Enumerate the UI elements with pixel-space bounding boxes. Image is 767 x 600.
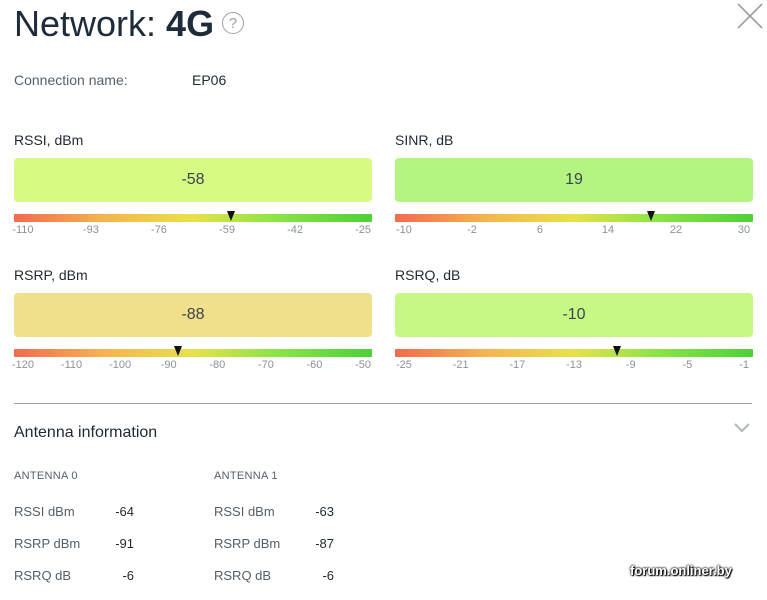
antenna-metric-value: -64 bbox=[115, 504, 134, 519]
connection-name-label: Connection name: bbox=[14, 72, 128, 88]
scale-tick-label: -25 bbox=[355, 224, 371, 236]
scale-tick-label: 30 bbox=[737, 224, 751, 236]
scale-tick-label: -110 bbox=[60, 359, 83, 371]
antenna-row: RSRP dBm -87 bbox=[214, 536, 394, 568]
antenna-row: RSSI dBm -64 bbox=[14, 504, 194, 536]
antenna-metric-value: -87 bbox=[315, 536, 334, 551]
page-title: Network: 4G bbox=[14, 2, 214, 46]
scale-tick-label: -70 bbox=[257, 359, 274, 371]
scale-tick-label: -13 bbox=[566, 359, 582, 371]
chevron-down-icon[interactable] bbox=[733, 420, 751, 434]
scale-tick-label: -42 bbox=[287, 224, 303, 236]
scale-tick-label: -60 bbox=[306, 359, 323, 371]
scale-marker bbox=[174, 346, 183, 356]
scale-marker bbox=[612, 346, 621, 356]
scale-tick-label: 22 bbox=[669, 224, 683, 236]
antenna-row: RSRQ dB -6 bbox=[214, 568, 394, 600]
rssi-metric: RSSI, dBm -58 -110 -93 -76 -59 -42 -25 bbox=[12, 131, 372, 240]
metric-value-box: 19 bbox=[395, 158, 753, 202]
scale-tick-label: -2 bbox=[467, 224, 477, 236]
signal-scale-bar bbox=[14, 211, 372, 222]
scale-tick-label: 14 bbox=[601, 224, 615, 236]
scale-tick-label: -17 bbox=[509, 359, 526, 371]
antenna-0-column: ANTENNA 0 RSSI dBm -64 RSRP dBm -91 RSRQ… bbox=[14, 470, 194, 600]
scale-ticks: -110 -93 -76 -59 -42 -25 bbox=[12, 224, 372, 240]
scale-ticks: -25 -21 -17 -13 -9 -5 -1 bbox=[395, 359, 753, 375]
scale-tick-label: -21 bbox=[452, 359, 469, 371]
antenna-row: RSRP dBm -91 bbox=[14, 536, 194, 568]
scale-tick-label: -93 bbox=[83, 224, 99, 236]
scale-tick-label: -100 bbox=[109, 359, 132, 371]
scale-tick-label: -50 bbox=[355, 359, 371, 371]
scale-marker bbox=[646, 211, 655, 221]
antenna-row: RSRQ dB -6 bbox=[14, 568, 194, 600]
antenna-metric-name: RSSI dBm bbox=[14, 504, 75, 519]
scale-tick-label: -59 bbox=[219, 224, 235, 236]
antenna-metric-name: RSRP dBm bbox=[14, 536, 81, 551]
antenna-title: ANTENNA 1 bbox=[214, 470, 278, 482]
scale-ticks: -120 -110 -100 -90 -80 -70 -60 -50 bbox=[11, 359, 372, 375]
antenna-metric-value: -6 bbox=[322, 568, 334, 583]
metric-value-box: -58 bbox=[14, 158, 372, 202]
signal-scale-bar bbox=[14, 346, 372, 357]
antenna-metric-name: RSRQ dB bbox=[14, 568, 72, 583]
metric-label: RSSI, dBm bbox=[14, 132, 84, 148]
antenna-title: ANTENNA 0 bbox=[14, 470, 78, 482]
scale-tick-label: -5 bbox=[682, 359, 693, 371]
scale-tick-label: -90 bbox=[160, 359, 177, 371]
antenna-metric-name: RSRQ dB bbox=[214, 568, 272, 583]
antenna-metric-value: -6 bbox=[122, 568, 134, 583]
close-icon[interactable] bbox=[737, 3, 763, 29]
scale-tick-label: -9 bbox=[625, 359, 636, 371]
antenna-metric-name: RSSI dBm bbox=[214, 504, 275, 519]
connection-name-value: EP06 bbox=[192, 72, 227, 88]
network-type: 4G bbox=[166, 3, 215, 44]
antenna-metric-value: -91 bbox=[115, 536, 134, 551]
signal-scale-bar bbox=[395, 211, 753, 222]
section-divider bbox=[14, 403, 752, 404]
metric-label: SINR, dB bbox=[395, 132, 454, 148]
metric-value-box: -10 bbox=[395, 293, 753, 337]
antenna-row: RSSI dBm -63 bbox=[214, 504, 394, 536]
antenna-section-heading[interactable]: Antenna information bbox=[14, 424, 158, 441]
scale-tick-label: -76 bbox=[151, 224, 167, 236]
rsrp-metric: RSRP, dBm -88 -120 -110 -100 -90 -80 -70 -60 -5… bbox=[11, 266, 372, 375]
rsrq-metric: RSRQ, dB -10 -25 -21 -17 -13 -9 -5 -1 bbox=[395, 266, 753, 375]
scale-marker bbox=[227, 211, 235, 221]
scale-tick-label: -120 bbox=[11, 359, 34, 371]
watermark: forum.onliner.by bbox=[630, 563, 732, 578]
scale-tick-label: -80 bbox=[209, 359, 226, 371]
title-prefix: Network: bbox=[14, 3, 157, 44]
metric-value-box: -88 bbox=[14, 293, 372, 337]
signal-scale-bar bbox=[395, 346, 753, 357]
scale-tick-label: -10 bbox=[395, 224, 412, 236]
scale-tick-label: -110 bbox=[12, 224, 34, 236]
metric-label: RSRQ, dB bbox=[395, 267, 461, 283]
antenna-metric-value: -63 bbox=[315, 504, 334, 519]
scale-tick-label: -25 bbox=[395, 359, 412, 371]
scale-ticks: -10 -2 6 14 22 30 bbox=[395, 224, 753, 240]
antenna-1-column: ANTENNA 1 RSSI dBm -63 RSRP dBm -87 RSRQ… bbox=[214, 470, 394, 600]
sinr-metric: SINR, dB 19 -10 -2 6 14 22 30 bbox=[395, 131, 753, 240]
antenna-metric-name: RSRP dBm bbox=[214, 536, 281, 551]
question-circle-icon[interactable]: ? bbox=[222, 12, 244, 34]
scale-tick-label: 6 bbox=[536, 224, 544, 236]
scale-tick-label: -1 bbox=[739, 359, 749, 371]
metric-label: RSRP, dBm bbox=[14, 267, 88, 283]
